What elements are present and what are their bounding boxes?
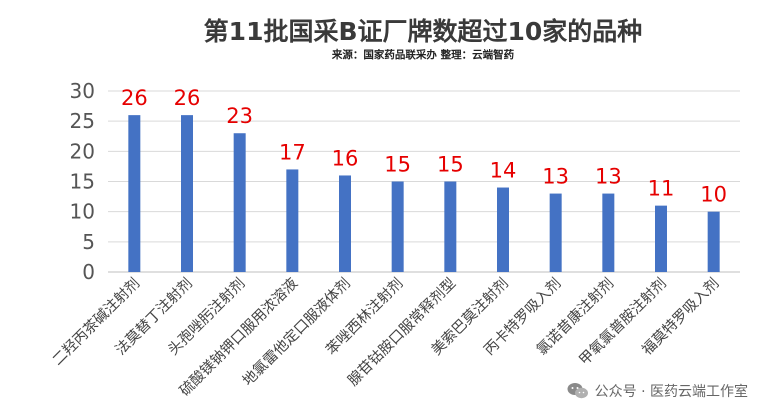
data-label: 13 bbox=[542, 165, 569, 189]
data-label: 10 bbox=[700, 183, 727, 207]
data-label: 26 bbox=[121, 86, 148, 110]
y-tick-label: 5 bbox=[82, 230, 95, 254]
data-label: 16 bbox=[332, 146, 359, 170]
chart-title: 第11批国采B证厂牌数超过10家的品种 bbox=[204, 17, 643, 46]
watermark: 公众号 · 医药云端工作室 bbox=[567, 381, 748, 401]
bar bbox=[549, 193, 562, 272]
data-label: 13 bbox=[595, 165, 622, 189]
bar bbox=[233, 133, 246, 272]
bar bbox=[181, 115, 193, 272]
bar bbox=[444, 181, 457, 272]
y-tick-label: 0 bbox=[82, 260, 95, 284]
y-tick-label: 15 bbox=[70, 170, 95, 194]
y-tick-label: 20 bbox=[70, 139, 95, 163]
bar bbox=[339, 175, 351, 272]
x-tick-label: 地氯雷他定口服液体剂 bbox=[239, 275, 354, 390]
watermark-text: 公众号 · 医药云端工作室 bbox=[594, 384, 748, 400]
wechat-icon bbox=[567, 383, 588, 399]
bar bbox=[128, 115, 141, 272]
gridlines bbox=[108, 90, 740, 273]
bar bbox=[655, 205, 667, 272]
y-tick-label: 30 bbox=[70, 79, 95, 103]
data-labels: 26 26 23 17 16 15 15 14 13 13 11 10 bbox=[121, 86, 727, 207]
data-label: 15 bbox=[384, 153, 411, 177]
bars bbox=[128, 115, 720, 272]
bar bbox=[497, 187, 509, 272]
data-label: 15 bbox=[437, 153, 464, 177]
x-tick-label: 甲氧氯普胺注射剂 bbox=[576, 275, 670, 369]
data-label: 14 bbox=[490, 159, 517, 183]
data-label: 26 bbox=[174, 86, 201, 110]
y-tick-label: 25 bbox=[70, 109, 95, 133]
data-label: 23 bbox=[226, 104, 253, 128]
data-label: 11 bbox=[648, 177, 675, 201]
y-tick-label: 10 bbox=[70, 200, 95, 224]
bar bbox=[602, 193, 615, 272]
x-tick-label: 腺苷钴胺口服常释剂型 bbox=[345, 275, 460, 390]
x-tick-label: 二羟丙茶碱注射剂 bbox=[49, 275, 143, 369]
bar bbox=[286, 169, 299, 272]
data-label: 17 bbox=[279, 140, 306, 164]
bar bbox=[707, 211, 720, 272]
bar bbox=[391, 181, 404, 272]
chart-subtitle: 来源：国家药品联采办 整理：云端智药 bbox=[331, 48, 515, 61]
y-axis-ticks: 0 5 10 15 20 25 30 bbox=[70, 79, 95, 284]
